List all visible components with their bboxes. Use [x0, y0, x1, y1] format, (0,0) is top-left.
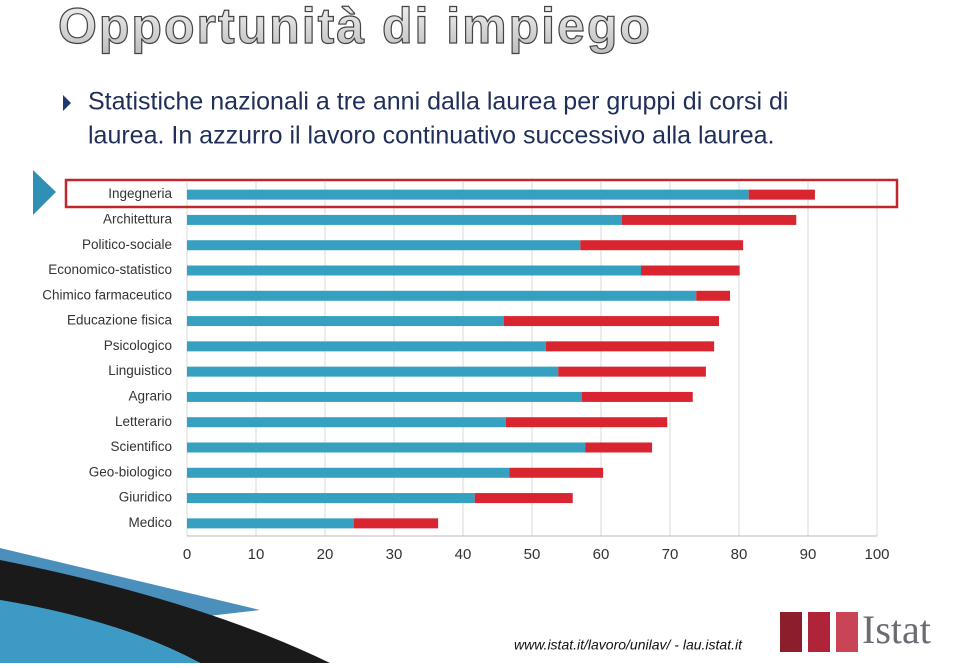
- x-tick-label: 50: [524, 546, 541, 563]
- bar-segment: [641, 265, 740, 276]
- y-tick-label: Economico-statistico: [48, 262, 172, 277]
- bar-segment: [187, 265, 642, 276]
- bar-segment: [187, 493, 475, 504]
- y-tick-label: Chimico farmaceutico: [42, 287, 172, 302]
- chart: 0 10 20 30 40 50 60 70 80 90 100 Ingegneria Architet…: [42, 182, 890, 563]
- bar-segment: [503, 316, 719, 327]
- x-tick-label: 60: [593, 546, 610, 563]
- swoosh: [0, 560, 330, 663]
- bar-segment: [509, 467, 604, 478]
- x-tick-label: 90: [800, 546, 817, 563]
- bar-segment: [505, 417, 668, 428]
- x-tick-label: 10: [248, 546, 265, 563]
- bar-segment: [187, 417, 506, 428]
- x-tick-label: 40: [455, 546, 472, 563]
- bar-segment: [187, 240, 581, 251]
- y-tick-label: Linguistico: [108, 363, 172, 378]
- y-tick-label: Architettura: [103, 211, 173, 226]
- y-tick-label: Letterario: [115, 414, 172, 429]
- y-tick-label: Geo-biologico: [89, 464, 172, 479]
- y-tick-label: Educazione fisica: [67, 313, 173, 328]
- y-tick-label: Agrario: [128, 388, 172, 403]
- logo-mark: [836, 612, 858, 652]
- footer-url: www.istat.it/lavoro/unilav/ - lau.istat.…: [514, 637, 743, 653]
- x-tick-label: 0: [183, 546, 191, 563]
- bar-segment: [187, 214, 622, 225]
- highlight-box: [64, 178, 899, 209]
- bar-segment: [187, 391, 582, 402]
- bullet-line: laurea. In azzurro il lavoro continuativ…: [88, 122, 774, 150]
- bar-segment: [585, 442, 653, 453]
- logo-mark: [808, 612, 830, 652]
- bar-segment: [187, 189, 749, 200]
- swoosh: [0, 600, 200, 663]
- bar-segment: [187, 467, 510, 478]
- arrow-icon: [33, 170, 56, 215]
- x-tick-label: 20: [317, 546, 334, 563]
- bullet-line: Statistiche nazionali a tre anni dalla l…: [88, 88, 788, 116]
- bar-segment: [187, 316, 504, 327]
- y-tick-label: Giuridico: [119, 490, 172, 505]
- y-tick-label: Ingegneria: [108, 186, 172, 201]
- bar-segment: [187, 518, 354, 529]
- bar-segment: [187, 366, 559, 377]
- bar-segment: [474, 493, 573, 504]
- bar-segment: [580, 240, 744, 251]
- x-tick-label: 80: [731, 546, 748, 563]
- x-tick-label: 70: [662, 546, 679, 563]
- bar-segment: [545, 341, 715, 352]
- y-tick-label: Medico: [128, 515, 172, 530]
- bar-segment: [187, 442, 586, 453]
- slide-title: Opportunità di impiego: [58, 0, 652, 54]
- logo-mark: [780, 612, 802, 652]
- bar-segment: [696, 290, 731, 301]
- bar-segment: [558, 366, 706, 377]
- bar-segment: [748, 189, 815, 200]
- bullet-icon: [63, 95, 71, 111]
- y-tick-label: Scientifico: [110, 439, 172, 454]
- bar-segment: [621, 214, 797, 225]
- bar-segment: [353, 518, 439, 529]
- y-tick-label: Psicologico: [104, 338, 172, 353]
- y-tick-label: Politico-sociale: [82, 237, 172, 252]
- bar-segment: [187, 341, 546, 352]
- x-tick-label: 30: [386, 546, 403, 563]
- bar-segment: [581, 391, 693, 402]
- logo-text: Istat: [862, 607, 931, 652]
- bar-segment: [187, 290, 697, 301]
- x-tick-label: 100: [864, 546, 889, 563]
